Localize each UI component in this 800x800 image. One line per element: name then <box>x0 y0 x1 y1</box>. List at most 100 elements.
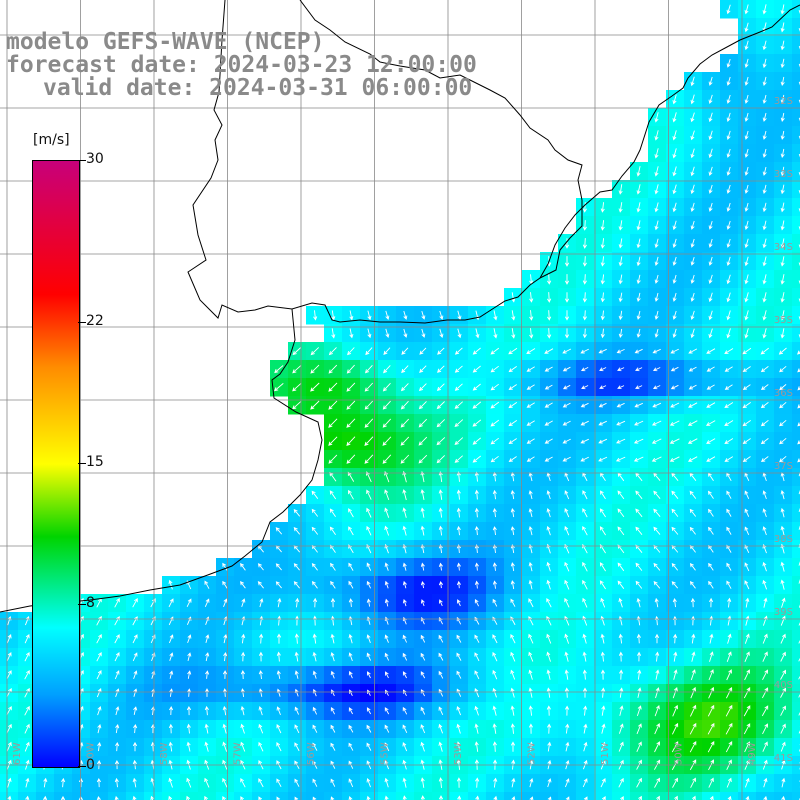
grid-cell <box>270 792 289 800</box>
wind-arrow <box>582 274 587 285</box>
longitude-label: 53W <box>453 742 464 765</box>
wind-arrow <box>310 347 320 356</box>
wind-arrow <box>636 292 641 303</box>
wind-arrow <box>762 148 767 158</box>
wind-arrow <box>492 526 497 536</box>
wind-arrow <box>384 580 389 589</box>
wind-arrow <box>366 598 371 607</box>
wind-arrow <box>780 202 785 213</box>
wind-arrow <box>708 166 713 176</box>
wind-arrow <box>654 274 659 284</box>
wind-arrow <box>779 455 787 463</box>
wind-arrow <box>690 292 695 302</box>
wind-arrow <box>526 456 535 462</box>
wind-arrow <box>617 508 625 518</box>
wind-arrow <box>762 76 767 87</box>
wind-arrow <box>582 310 587 321</box>
wind-arrow <box>687 438 698 444</box>
wind-arrow <box>708 184 713 194</box>
wind-arrow <box>600 328 605 339</box>
wind-arrow <box>258 670 263 680</box>
wind-arrow <box>600 741 606 752</box>
wind-arrow <box>97 706 102 716</box>
wind-arrow <box>528 561 533 572</box>
wind-arrow <box>511 328 516 339</box>
wind-arrow <box>744 130 749 140</box>
wind-arrow <box>708 112 713 123</box>
wind-arrow <box>636 597 641 608</box>
grid-cell <box>792 720 800 739</box>
wind-arrow <box>510 562 515 572</box>
wind-arrow <box>313 597 318 608</box>
wind-arrow <box>439 328 444 338</box>
wind-arrow <box>544 402 553 408</box>
wind-arrow <box>781 597 786 608</box>
wind-arrow <box>310 364 320 374</box>
wind-arrow <box>204 777 210 788</box>
wind-arrow <box>689 722 697 735</box>
wind-arrow <box>222 688 227 697</box>
wind-arrow <box>708 130 713 141</box>
wind-arrow <box>672 220 677 231</box>
wind-arrow <box>687 420 698 426</box>
wind-arrow <box>348 489 354 500</box>
wind-arrow <box>636 166 641 177</box>
wind-arrow <box>348 796 353 800</box>
wind-arrow <box>187 652 192 662</box>
grid-cell <box>72 792 91 800</box>
wind-arrow <box>690 202 695 212</box>
grid-cell <box>792 378 800 397</box>
grid-cell <box>126 792 145 800</box>
grid-cell <box>108 792 127 800</box>
wind-arrow <box>384 598 389 607</box>
wind-arrow <box>618 310 623 321</box>
wind-arrow <box>276 670 281 679</box>
wind-arrow <box>760 438 769 445</box>
wind-arrow <box>528 508 533 518</box>
wind-arrow <box>636 705 642 717</box>
wind-arrow <box>490 455 499 463</box>
wind-arrow <box>528 687 533 698</box>
wind-arrow <box>690 686 696 699</box>
grid-cell <box>792 342 800 361</box>
wind-arrow <box>133 688 138 697</box>
wind-arrow <box>492 687 497 698</box>
wind-arrow <box>636 723 642 735</box>
wind-arrow <box>726 651 732 662</box>
wind-arrow <box>438 723 444 734</box>
wind-arrow <box>762 633 768 644</box>
wind-arrow <box>600 292 605 303</box>
wind-arrow <box>492 705 497 716</box>
wind-arrow <box>292 364 302 374</box>
wind-arrow <box>349 689 353 697</box>
latitude-label: 32S <box>774 96 793 107</box>
wind-arrow <box>312 706 318 715</box>
wind-arrow <box>204 688 210 697</box>
wind-arrow <box>760 366 769 373</box>
wind-arrow <box>204 598 210 607</box>
grid-cell <box>792 108 800 127</box>
wind-arrow <box>186 598 192 608</box>
wind-arrow <box>724 420 734 426</box>
wind-arrow <box>526 348 536 354</box>
wind-arrow <box>655 651 660 662</box>
grid-cell <box>792 144 800 163</box>
grid-cell <box>792 540 800 559</box>
wind-arrow <box>96 777 101 788</box>
grid-cell <box>792 612 800 631</box>
wind-arrow <box>780 256 785 267</box>
wind-arrow <box>383 347 391 356</box>
wind-arrow <box>726 490 732 499</box>
wind-arrow <box>528 598 534 608</box>
wind-arrow <box>727 633 732 644</box>
wind-arrow <box>778 347 787 355</box>
wind-arrow <box>744 526 750 535</box>
wind-arrow <box>744 651 750 662</box>
wind-arrow <box>690 130 695 141</box>
wind-arrow <box>364 364 373 374</box>
wind-arrow <box>562 420 571 426</box>
wind-arrow <box>726 202 731 212</box>
wind-arrow <box>328 418 338 428</box>
wind-arrow <box>6 687 12 698</box>
wind-arrow <box>780 4 785 15</box>
